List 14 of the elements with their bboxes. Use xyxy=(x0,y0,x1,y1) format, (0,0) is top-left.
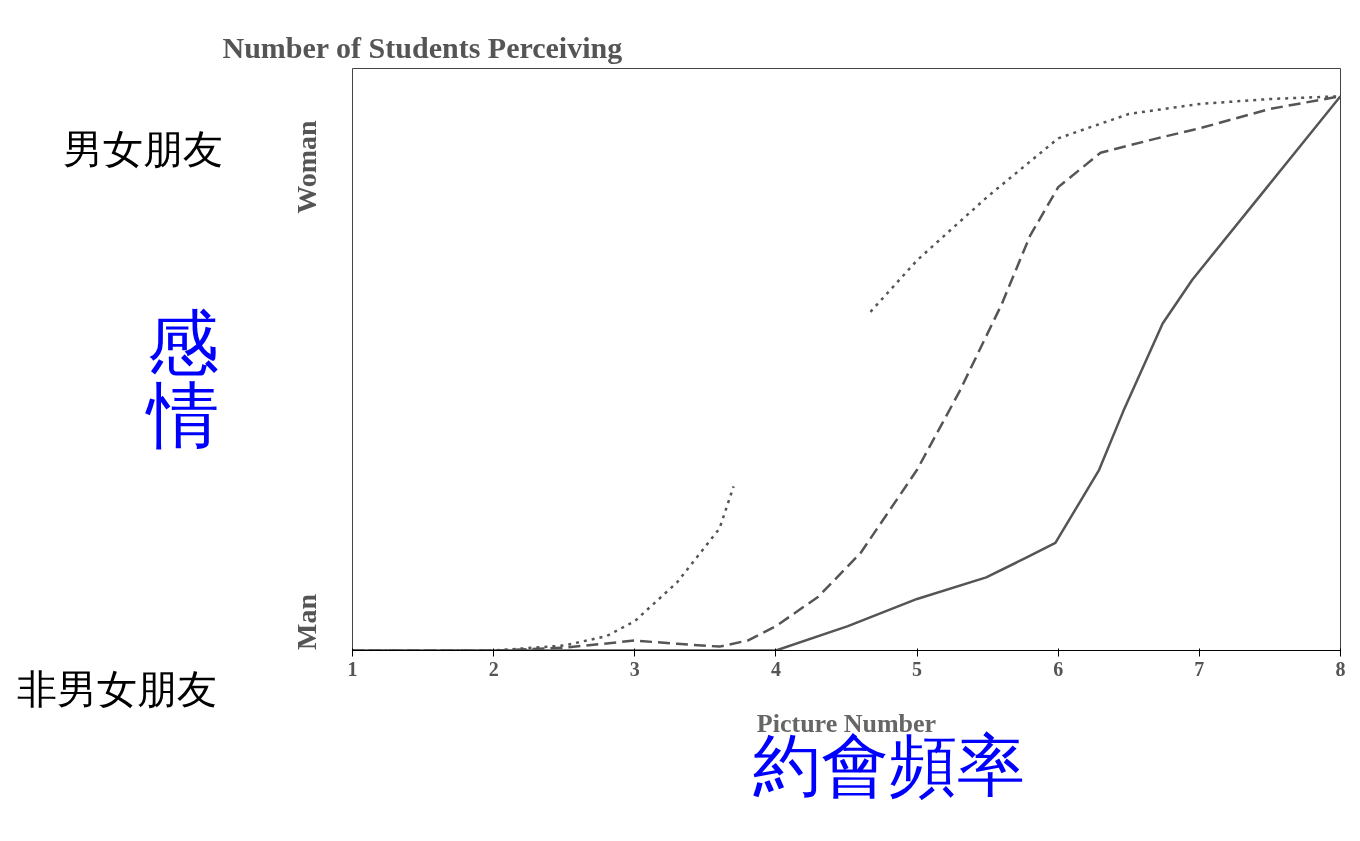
text: Man xyxy=(291,594,322,650)
x-tick-label: 7 xyxy=(1194,657,1205,680)
x-tick-label: 1 xyxy=(347,657,358,680)
x-tick-label: 2 xyxy=(488,657,499,680)
text: 感情 xyxy=(147,301,219,457)
x-tick-label: 6 xyxy=(1053,657,1064,680)
text: 非男女朋友 xyxy=(17,666,217,712)
text: 男女朋友 xyxy=(63,126,223,172)
x-tick-label: 4 xyxy=(770,657,781,680)
x-tick-label: 3 xyxy=(629,657,640,680)
text: Woman xyxy=(291,120,322,214)
chart-title: Number of Students Perceiving xyxy=(222,30,623,64)
x-tick-label: 5 xyxy=(912,657,923,680)
x-tick-label: 8 xyxy=(1335,657,1346,680)
